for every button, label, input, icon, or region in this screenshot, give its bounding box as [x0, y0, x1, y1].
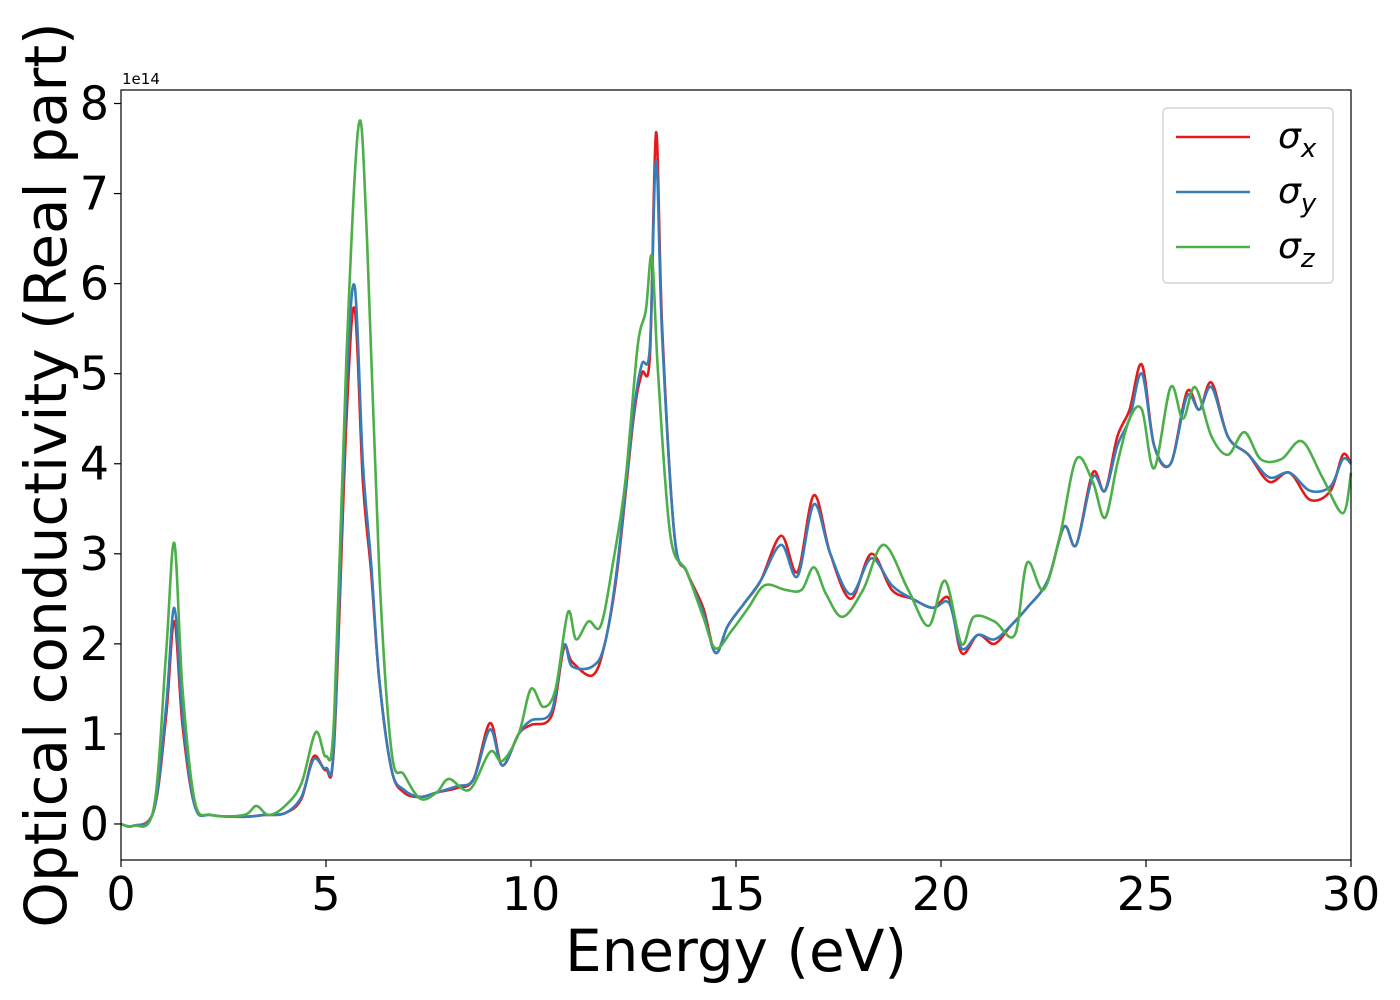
- series-lines: [120, 119, 1353, 828]
- series-line-z: [120, 119, 1353, 828]
- y-tick-label: 3: [80, 527, 109, 581]
- y-tick-label: 4: [80, 437, 109, 491]
- x-tick-label: 20: [912, 867, 971, 921]
- legend-label-y: σy: [1278, 171, 1317, 219]
- y-tick-label: 5: [80, 347, 109, 401]
- legend-label-z: σz: [1278, 226, 1316, 274]
- x-tick-label: 10: [502, 867, 561, 921]
- x-axis-ticks: 0 5 10 15 20 25 30: [106, 860, 1380, 921]
- y-axis-label: Optical conductivity (Real part): [12, 22, 80, 927]
- x-tick-label: 30: [1322, 867, 1381, 921]
- legend-box: [1162, 107, 1334, 284]
- x-tick-label: 15: [707, 867, 766, 921]
- x-tick-label: 5: [311, 867, 340, 921]
- legend: σx σy σz: [1162, 107, 1334, 284]
- x-axis-label: Energy (eV): [565, 917, 907, 985]
- y-axis-ticks: 0 1 2 3 4 5 6 7 8: [80, 77, 121, 851]
- x-tick-label: 0: [106, 867, 135, 921]
- legend-label-x: σx: [1278, 116, 1317, 164]
- y-tick-label: 0: [80, 797, 109, 851]
- x-tick-label: 25: [1117, 867, 1176, 921]
- y-tick-label: 2: [80, 617, 109, 671]
- series-line-y: [120, 158, 1352, 828]
- y-tick-label: 8: [80, 77, 109, 131]
- y-tick-label: 1: [80, 707, 109, 761]
- y-tick-label: 6: [80, 257, 109, 311]
- y-tick-label: 7: [80, 167, 109, 221]
- y-offset-text: 1e14: [122, 70, 160, 88]
